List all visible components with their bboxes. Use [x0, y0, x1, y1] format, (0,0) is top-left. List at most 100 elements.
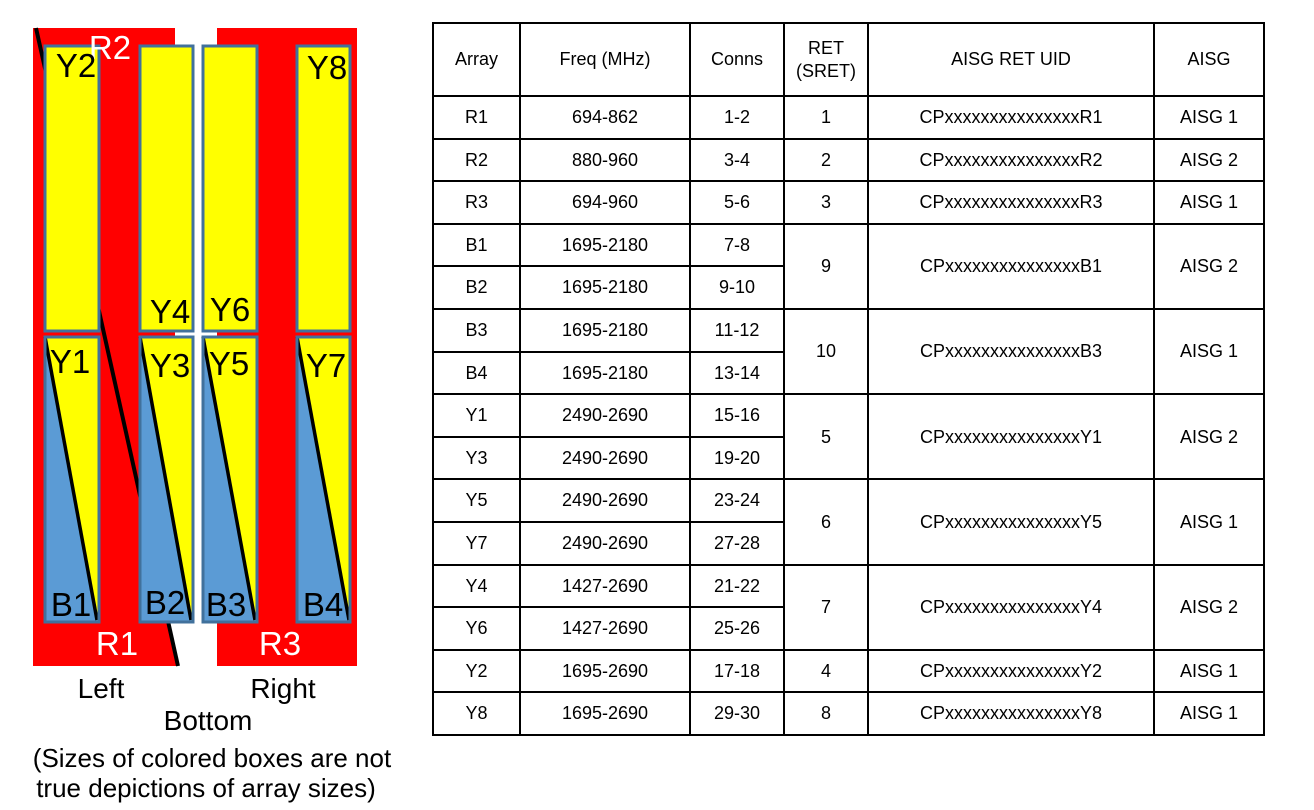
cell-aisg: AISG 1	[1153, 478, 1265, 566]
size-note-line2: true depictions of array sizes)	[36, 773, 376, 803]
cell-array: B4	[432, 350, 521, 396]
cell-ret: 4	[783, 648, 869, 694]
cell-conns: 3-4	[689, 137, 785, 183]
table-row-Y8: Y8 1695-2690 29-30 8 CPxxxxxxxxxxxxxxxY8…	[432, 691, 1265, 736]
B2-Y3-divider	[138, 336, 193, 621]
header-row: Array Freq (MHz) Conns RET (SRET) AISG R…	[432, 22, 1265, 97]
header-array: Array	[432, 22, 521, 97]
cell-uid: CPxxxxxxxxxxxxxxxY5	[867, 478, 1155, 566]
cell-array: Y4	[432, 563, 521, 609]
header-uid: AISG RET UID	[867, 22, 1155, 97]
label-Y3: Y3	[150, 347, 190, 384]
cell-conns: 17-18	[689, 648, 785, 694]
cell-array: Y6	[432, 606, 521, 651]
caption-bottom: Bottom	[164, 705, 253, 736]
array-Y4-box	[138, 44, 195, 333]
label-R1: R1	[96, 625, 138, 662]
cell-conns: 27-28	[689, 520, 785, 566]
cell-aisg: AISG 1	[1153, 95, 1265, 140]
cell-uid: CPxxxxxxxxxxxxxxxB3	[867, 307, 1155, 396]
port-map-table-container: Array Freq (MHz) Conns RET (SRET) AISG R…	[432, 22, 1265, 736]
antenna-array-diagram: R2 Y2 Y8 Y4 Y6 Y1 Y3 Y5 Y7 B1 B2 B3 B4 R…	[33, 27, 392, 803]
cell-array: B1	[432, 222, 521, 268]
cell-freq: 1695-2180	[519, 350, 691, 396]
cell-array: R1	[432, 95, 521, 140]
table-row-B1: B1 1695-2180 7-8 9 CPxxxxxxxxxxxxxxxB1 A…	[432, 222, 1265, 310]
cell-aisg: AISG 1	[1153, 307, 1265, 396]
cell-array: Y8	[432, 691, 521, 736]
cell-ret: 8	[783, 691, 869, 736]
label-R3: R3	[259, 625, 301, 662]
label-Y1: Y1	[50, 343, 90, 380]
label-B3: B3	[206, 586, 246, 623]
port-map-table: Array Freq (MHz) Conns RET (SRET) AISG R…	[432, 22, 1265, 736]
cell-conns: 19-20	[689, 435, 785, 481]
array-Y1-box-outline	[43, 335, 101, 624]
cell-freq: 1695-2180	[519, 265, 691, 310]
cell-array: Y3	[432, 435, 521, 481]
table-row-Y7: Y7 2490-2690 27-28	[432, 520, 1264, 566]
label-B2: B2	[145, 584, 185, 621]
cell-array: R3	[432, 180, 521, 225]
table-row-Y1: Y1 2490-2690 15-16 5 CPxxxxxxxxxxxxxxxY1…	[432, 393, 1265, 481]
cell-freq: 1695-2180	[519, 307, 691, 353]
B4-Y7-divider	[295, 336, 351, 621]
cell-conns: 11-12	[689, 307, 785, 353]
cell-conns: 15-16	[689, 393, 785, 438]
cell-aisg: AISG 1	[1153, 691, 1265, 736]
label-Y6: Y6	[210, 291, 250, 328]
label-Y5: Y5	[209, 345, 249, 382]
cell-uid: CPxxxxxxxxxxxxxxxY1	[867, 393, 1155, 481]
array-Y3-box-outline	[138, 335, 195, 624]
cell-aisg: AISG 2	[1153, 222, 1265, 310]
label-Y7: Y7	[306, 347, 346, 384]
table-row-R1: R1 694-862 1-2 1 CPxxxxxxxxxxxxxxxR1 AIS…	[432, 95, 1265, 140]
cell-freq: 1695-2690	[519, 648, 691, 694]
cell-freq: 2490-2690	[519, 435, 691, 481]
array-Y5-box-outline	[201, 335, 259, 624]
cell-conns: 13-14	[689, 350, 785, 396]
array-Y7-box-outline	[295, 335, 352, 624]
cell-uid: CPxxxxxxxxxxxxxxxR2	[867, 137, 1155, 183]
table-row-B3: B3 1695-2180 11-12 10 CPxxxxxxxxxxxxxxxB…	[432, 307, 1265, 396]
table-row-B4: B4 1695-2180 13-14	[432, 350, 1264, 396]
cell-conns: 21-22	[689, 563, 785, 609]
cell-conns: 29-30	[689, 691, 785, 736]
array-Y8-box	[295, 44, 352, 333]
cell-uid: CPxxxxxxxxxxxxxxxR1	[867, 95, 1155, 140]
cell-array: B2	[432, 265, 521, 310]
label-B1: B1	[51, 586, 91, 623]
cell-ret: 5	[783, 393, 869, 481]
cell-array: R2	[432, 137, 521, 183]
cell-uid: CPxxxxxxxxxxxxxxxY4	[867, 563, 1155, 651]
cell-array: Y2	[432, 648, 521, 694]
cell-conns: 7-8	[689, 222, 785, 268]
cell-aisg: AISG 2	[1153, 137, 1265, 183]
cell-ret: 7	[783, 563, 869, 651]
cell-conns: 9-10	[689, 265, 785, 310]
cell-conns: 5-6	[689, 180, 785, 225]
cell-ret: 10	[783, 307, 869, 396]
cell-uid: CPxxxxxxxxxxxxxxxB1	[867, 222, 1155, 310]
table-row-R2: R2 880-960 3-4 2 CPxxxxxxxxxxxxxxxR2 AIS…	[432, 137, 1265, 183]
cell-conns: 1-2	[689, 95, 785, 140]
cell-aisg: AISG 1	[1153, 648, 1265, 694]
cell-uid: CPxxxxxxxxxxxxxxxY2	[867, 648, 1155, 694]
cell-freq: 1695-2690	[519, 691, 691, 736]
cell-array: B3	[432, 307, 521, 353]
header-freq: Freq (MHz)	[519, 22, 691, 97]
table-row-Y4: Y4 1427-2690 21-22 7 CPxxxxxxxxxxxxxxxY4…	[432, 563, 1265, 651]
label-B4: B4	[303, 586, 343, 623]
cell-freq: 1695-2180	[519, 222, 691, 268]
cell-freq: 2490-2690	[519, 393, 691, 438]
caption-right: Right	[250, 673, 316, 704]
cell-ret: 6	[783, 478, 869, 566]
header-ret-line1: RET	[808, 38, 844, 58]
cell-array: Y1	[432, 393, 521, 438]
cell-conns: 25-26	[689, 606, 785, 651]
label-Y2: Y2	[56, 47, 96, 84]
header-ret-line2: (SRET)	[796, 60, 856, 81]
cell-freq: 1427-2690	[519, 606, 691, 651]
cell-ret: 3	[783, 180, 869, 225]
